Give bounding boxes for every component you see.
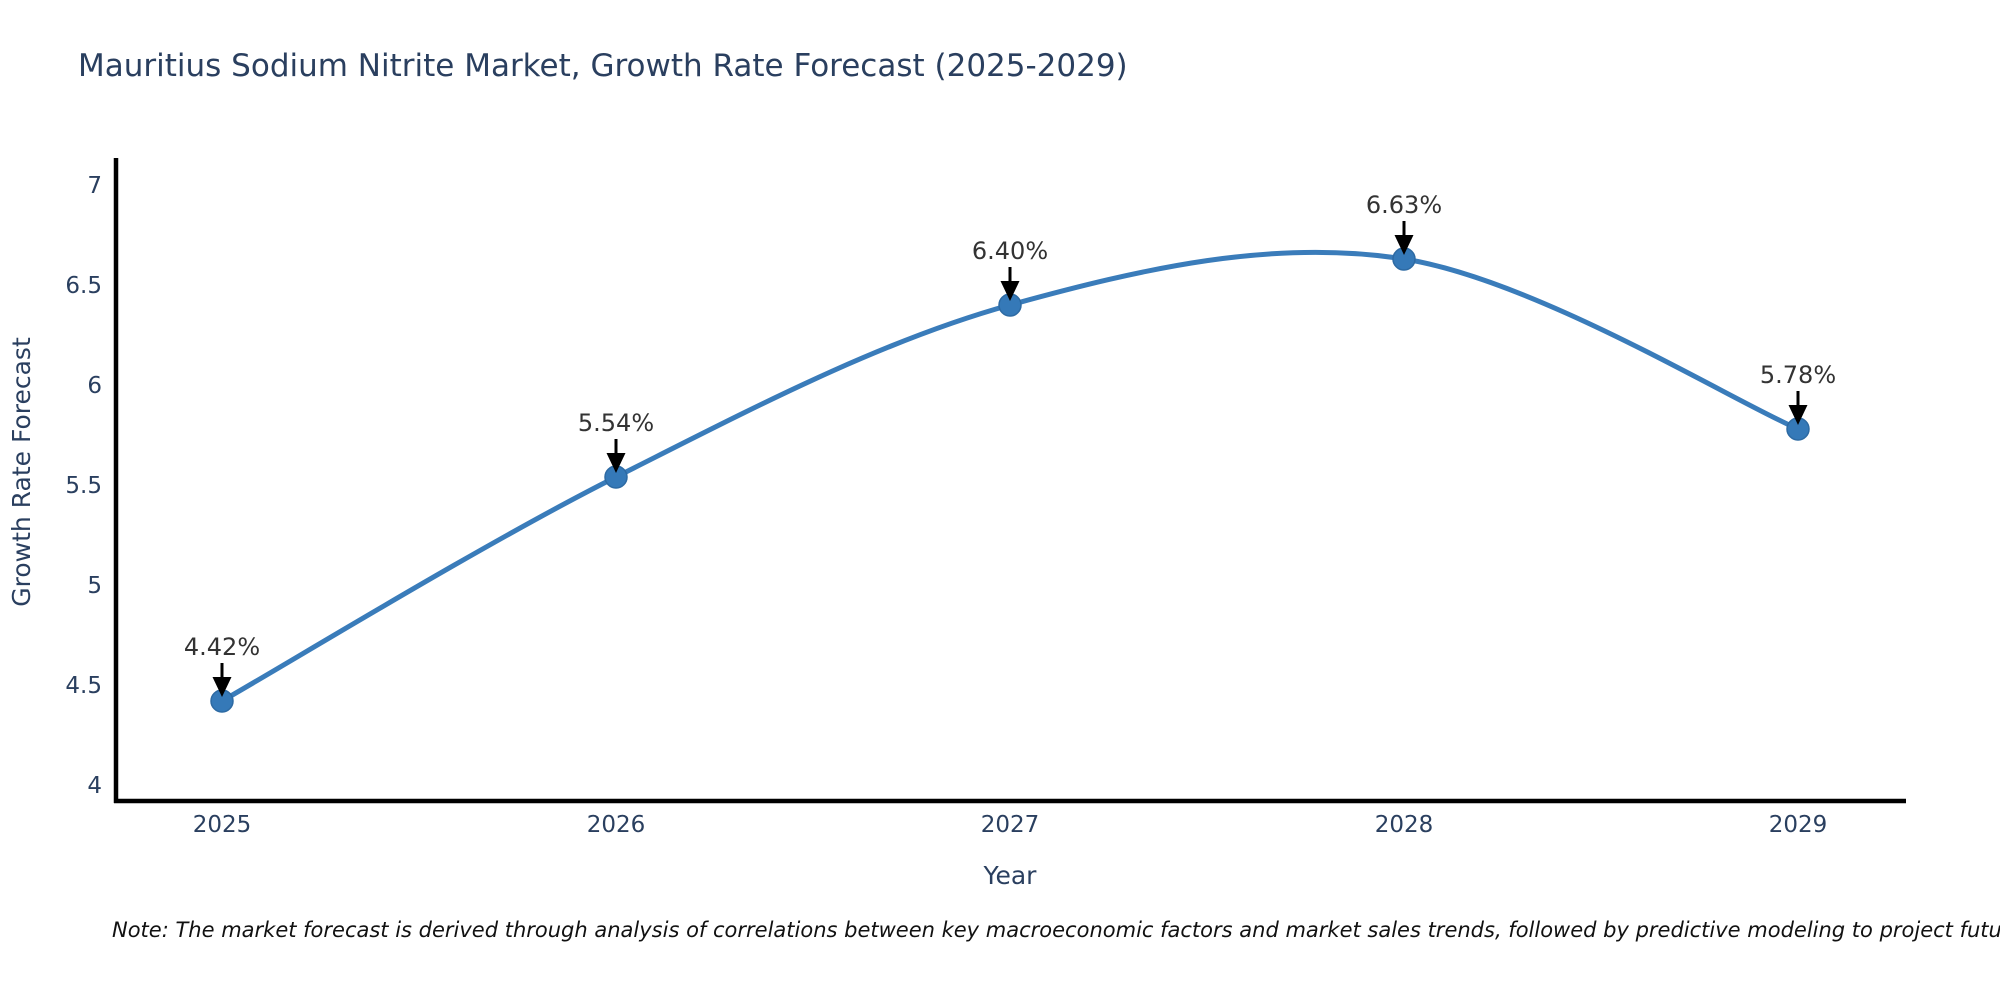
annotation-label: 5.54% [578, 409, 654, 437]
y-tick-label: 4 [87, 773, 102, 799]
y-tick-label: 6 [87, 373, 102, 399]
x-axis-tick-labels: 2025 2026 2027 2028 2029 [193, 812, 1828, 838]
annotation-label: 6.63% [1366, 191, 1442, 219]
annotation-label: 4.42% [184, 633, 260, 661]
y-axis-tick-labels: 7 6.5 6 5.5 5 4.5 4 [65, 173, 102, 799]
annotation-arrowhead-icon [1788, 405, 1808, 425]
x-tick-label: 2025 [193, 812, 252, 838]
chart-title: Mauritius Sodium Nitrite Market, Growth … [78, 48, 1128, 84]
annotation-label: 6.40% [972, 237, 1048, 265]
x-axis-title: Year [983, 861, 1038, 890]
x-tick-label: 2026 [587, 812, 646, 838]
x-tick-label: 2027 [981, 812, 1040, 838]
x-tick-label: 2028 [1375, 812, 1434, 838]
y-tick-label: 5.5 [65, 473, 102, 499]
y-tick-label: 6.5 [65, 273, 102, 299]
y-tick-label: 4.5 [65, 673, 102, 699]
annotation-arrowhead-icon [1000, 281, 1020, 301]
forecast-line [219, 249, 1801, 704]
x-tick-label: 2029 [1769, 812, 1828, 838]
annotation-label: 5.78% [1760, 361, 1836, 389]
annotation-arrowhead-icon [212, 677, 232, 697]
y-axis-title: Growth Rate Forecast [7, 337, 36, 607]
y-tick-label: 5 [87, 573, 102, 599]
footnote: Note: The market forecast is derived thr… [112, 918, 2000, 942]
y-tick-label: 7 [87, 173, 102, 199]
data-point-markers [210, 247, 1810, 713]
annotation-arrowhead-icon [1394, 235, 1414, 255]
point-annotations: 4.42% 5.54% 6.40% 6.63% 5.78% [184, 191, 1836, 697]
annotation-arrowhead-icon [606, 453, 626, 473]
